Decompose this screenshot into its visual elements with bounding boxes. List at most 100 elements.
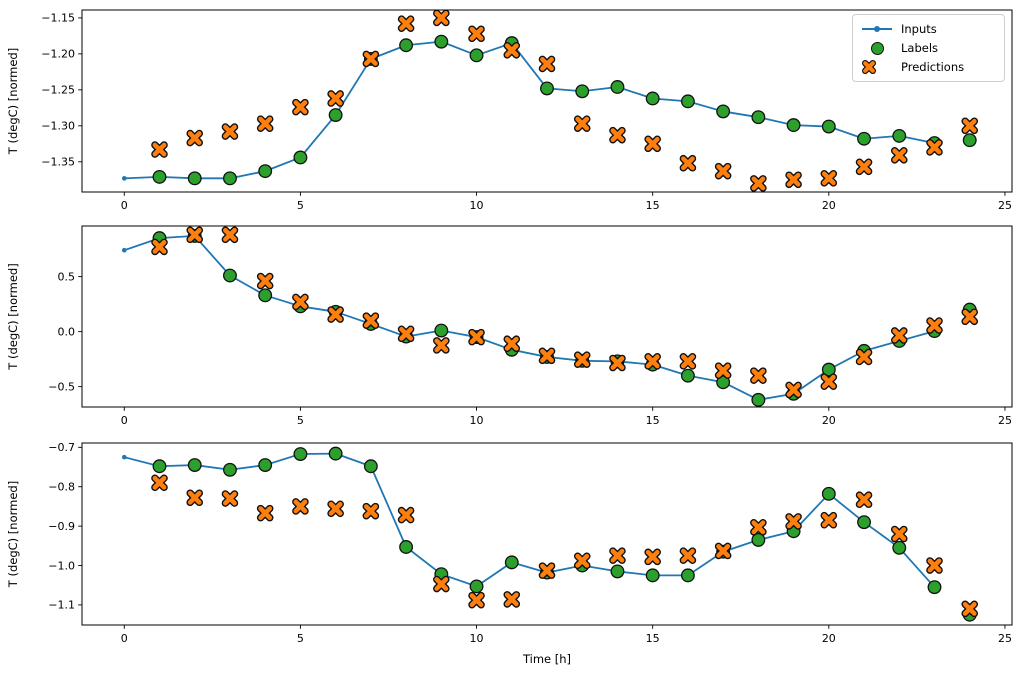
label-point	[293, 447, 308, 461]
y-tick-label: −1.35	[41, 156, 75, 169]
y-tick-label: −1.1	[48, 599, 75, 612]
axis-ticks: 0 5 10 15 20 25 −0.7 −0.8 −0.9 −1.0 −1.1	[48, 441, 1012, 645]
prediction-point-fill	[469, 593, 484, 608]
prediction-point-fill	[187, 131, 202, 145]
label-point	[786, 118, 801, 133]
subplot-middle-canvas: 0 5 10 15 20 25 0.5 0.0 −0.5 T (degC) [normed]	[6, 225, 1013, 427]
label-point	[258, 458, 273, 473]
prediction-point-fill	[786, 172, 801, 187]
series-inputs	[121, 39, 937, 181]
series-inputs	[121, 451, 937, 590]
prediction-point-fill	[716, 363, 731, 378]
prediction-point-fill	[152, 240, 167, 254]
label-point	[540, 81, 554, 96]
label-point	[223, 462, 237, 477]
x-tick-label: 10	[470, 414, 484, 427]
series-inputs	[121, 233, 937, 403]
prediction-point-fill	[399, 508, 413, 522]
prediction-point-fill	[399, 326, 413, 341]
axes-frame	[81, 9, 1013, 193]
series-labels	[152, 228, 977, 407]
prediction-point-fill	[610, 356, 625, 370]
prediction-point-fill	[223, 124, 237, 139]
y-axis-title: T (degC) [normed]	[6, 481, 20, 588]
prediction-point-fill	[645, 136, 660, 151]
subplot-top: 0 5 10 15 20 25 −1.15 −1.20 −1.25 −1.30 −1.35 T (de…	[0, 0, 1023, 216]
prediction-point-fill	[540, 57, 554, 71]
prediction-point-fill	[962, 309, 977, 324]
x-tick-label: 0	[121, 632, 128, 645]
label-point	[187, 458, 202, 473]
x-tick-label: 15	[646, 414, 660, 427]
prediction-point-fill	[927, 318, 942, 333]
label-point	[680, 368, 695, 383]
prediction-point-fill	[399, 16, 413, 31]
x-axis-title: Time [h]	[522, 652, 572, 666]
legend-label-inputs: Inputs	[901, 21, 937, 36]
prediction-point-fill	[504, 592, 519, 607]
series-predictions	[151, 9, 979, 192]
prediction-point-fill	[328, 307, 343, 322]
circle-icon	[862, 41, 892, 55]
x-tick-label: 5	[297, 632, 304, 645]
prediction-point-fill	[504, 43, 519, 58]
prediction-point-fill	[927, 140, 942, 155]
prediction-point-fill	[187, 227, 202, 242]
label-point	[399, 38, 414, 53]
label-point	[575, 84, 590, 99]
y-axis-title: T (degC) [normed]	[6, 48, 20, 155]
prediction-point-fill	[434, 11, 449, 25]
label-point	[610, 564, 625, 579]
label-point	[363, 459, 378, 474]
prediction-point-fill	[716, 164, 731, 179]
axis-ticks: 0 5 10 15 20 25 0.5 0.0 −0.5	[48, 270, 1012, 427]
prediction-point-fill	[258, 506, 273, 521]
x-tick-label: 0	[121, 199, 128, 212]
legend-item-labels: Labels	[862, 41, 994, 55]
axes-frame	[81, 442, 1013, 626]
label-point	[434, 34, 449, 49]
label-point	[187, 171, 202, 186]
prediction-point-fill	[575, 553, 590, 568]
series-predictions	[151, 474, 979, 618]
prediction-point-fill	[751, 368, 766, 383]
prediction-point-fill	[892, 328, 907, 343]
prediction-point-fill	[786, 383, 801, 397]
prediction-point-fill	[962, 118, 977, 133]
prediction-point-fill	[610, 128, 625, 143]
x-icon	[862, 60, 892, 74]
inputs-point	[121, 454, 127, 460]
prediction-point-fill	[681, 548, 695, 563]
y-tick-label: −1.20	[41, 48, 75, 61]
prediction-point-fill	[504, 336, 519, 351]
y-tick-label: −1.15	[41, 12, 75, 25]
prediction-point-fill	[293, 100, 308, 115]
label-point	[328, 108, 343, 122]
subplot-bottom-canvas: 0 5 10 15 20 25 −0.7 −0.8 −0.9 −1.0 −1.1 T (degC) […	[6, 441, 1013, 645]
prediction-point-fill	[575, 352, 590, 367]
prediction-point-fill	[187, 490, 202, 505]
prediction-point-fill	[751, 520, 766, 535]
prediction-point-fill	[681, 354, 695, 369]
subplot-top-canvas: 0 5 10 15 20 25 −1.15 −1.20 −1.25 −1.30 −1.35 T (de…	[6, 9, 1013, 212]
prediction-point-fill	[645, 354, 660, 369]
label-point	[821, 486, 836, 501]
label-point	[152, 169, 167, 184]
prediction-point-fill	[223, 227, 237, 242]
y-tick-label: −0.8	[48, 481, 75, 494]
prediction-point-fill	[681, 156, 695, 171]
x-tick-label: 15	[646, 199, 660, 212]
prediction-point-fill	[363, 504, 378, 519]
prediction-point-fill	[892, 148, 907, 163]
prediction-point-fill	[575, 116, 590, 131]
prediction-point-fill	[821, 374, 836, 389]
prediction-point-fill	[363, 313, 378, 328]
label-point	[223, 171, 237, 186]
prediction-point-fill	[821, 513, 836, 528]
label-point	[892, 128, 907, 143]
prediction-point-fill	[892, 527, 907, 541]
label-point	[751, 110, 766, 125]
inputs-line	[123, 234, 935, 401]
x-tick-label: 5	[297, 199, 304, 212]
legend-label-predictions: Predictions	[901, 59, 965, 74]
